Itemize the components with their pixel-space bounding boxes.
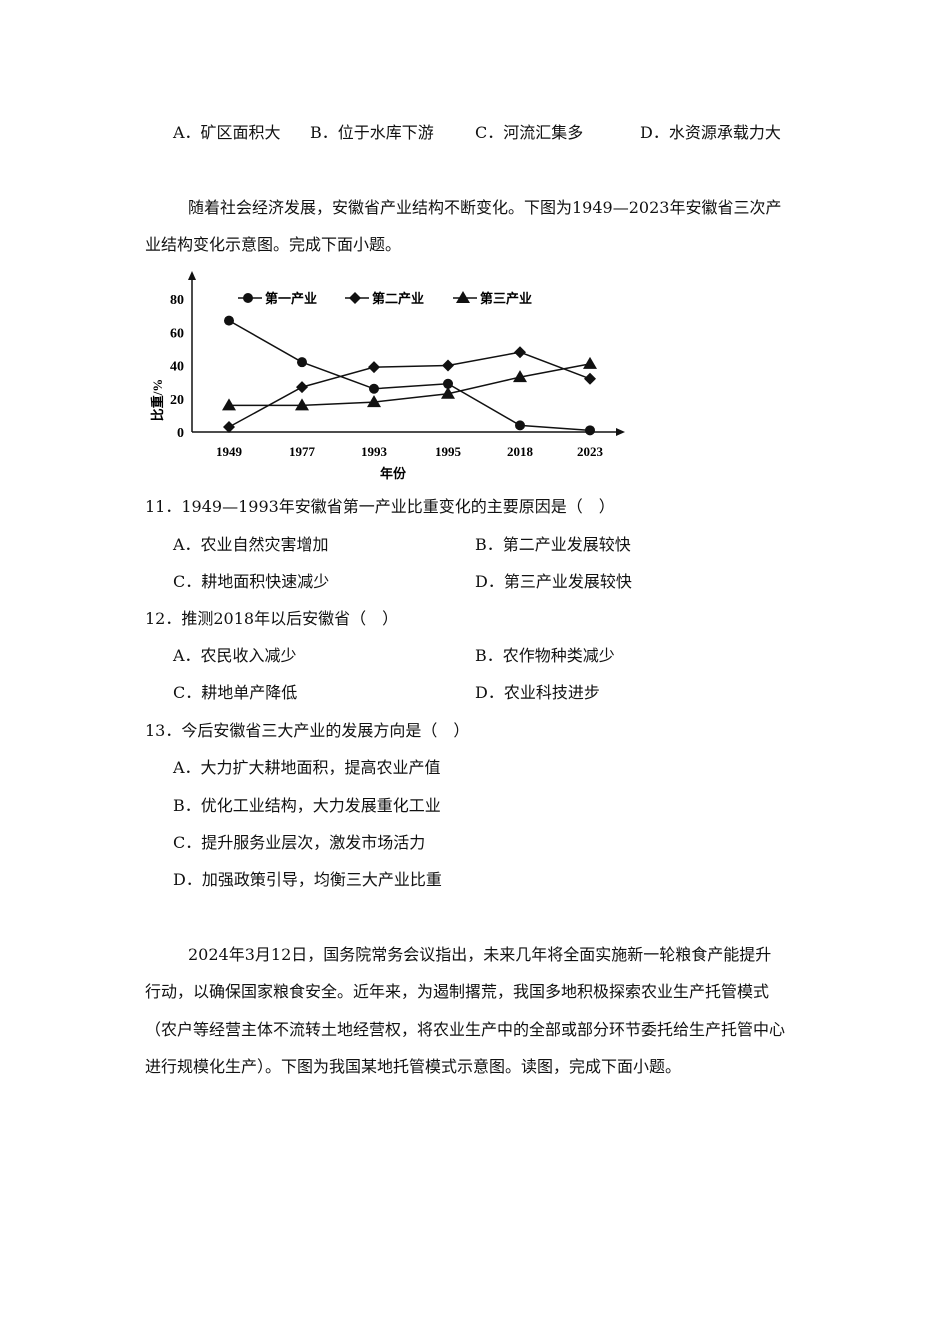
x-tick-label: 2018 xyxy=(507,444,534,459)
data-point-1 xyxy=(585,425,595,436)
x-axis-arrow xyxy=(616,428,625,436)
series-line-1 xyxy=(228,319,591,432)
data-point-3 xyxy=(513,370,527,383)
series-line-3 xyxy=(229,363,591,407)
q12-stem: 12．推测2018年以后安徽省（ ） xyxy=(145,609,399,628)
y-tick-label: 20 xyxy=(170,393,184,408)
q12-option-c: C．耕地单产降低 xyxy=(173,683,298,702)
y-axis-label: 比重/% xyxy=(150,379,165,422)
data-point-2 xyxy=(442,359,454,372)
data-point-2 xyxy=(584,372,596,385)
q12-option-a: A．农民收入减少 xyxy=(173,646,297,665)
q11-stem: 11．1949—1993年安徽省第一产业比重变化的主要原因是（ ） xyxy=(145,497,615,516)
intro2-line: 行动，以确保国家粮食安全。近年来，为遏制撂荒，我国多地积极探索农业生产托管模式 xyxy=(145,982,770,1001)
data-point-1 xyxy=(515,420,525,431)
data-point-2 xyxy=(223,421,235,434)
data-point-2 xyxy=(368,361,380,374)
q13-option-a: A．大力扩大耕地面积，提高农业产值 xyxy=(173,758,441,777)
y-tick-label: 40 xyxy=(170,360,184,375)
q11-option-b: B．第二产业发展较快 xyxy=(475,535,631,554)
intro2-line: （农户等经营主体不流转土地经营权，将农业生产中的全部或部分环节委托给生产托管中心 xyxy=(145,1020,786,1039)
x-tick-label: 1995 xyxy=(435,444,462,459)
q11-option-c: C．耕地面积快速减少 xyxy=(173,572,330,591)
intro1-line: 随着社会经济发展，安徽省产业结构不断变化。下图为1949—2023年安徽省三次产 xyxy=(188,198,782,217)
q10-option-b: B．位于水库下游 xyxy=(310,123,434,142)
q12-option-d: D．农业科技进步 xyxy=(475,683,600,702)
industry-structure-chart: 0 20 40 60 80 1949 1977 1993 1995 2018 2023 第一产业 第二… xyxy=(150,271,625,481)
data-point-3 xyxy=(367,395,381,408)
data-point-2 xyxy=(296,381,308,394)
data-point-3 xyxy=(583,356,597,369)
legend-label: 第一产业 xyxy=(265,291,317,306)
data-point-1 xyxy=(297,357,307,368)
x-tick-label: 1949 xyxy=(216,444,243,459)
x-tick-label: 1993 xyxy=(361,444,388,459)
legend-label: 第二产业 xyxy=(372,291,424,306)
y-tick-label: 60 xyxy=(170,326,184,341)
data-point-1 xyxy=(369,383,379,394)
legend-marker xyxy=(243,293,253,303)
x-tick-label: 1977 xyxy=(289,444,316,459)
data-point-1 xyxy=(224,315,234,326)
q11-option-a: A．农业自然灾害增加 xyxy=(173,535,329,554)
chart-axes: 0 20 40 60 80 1949 1977 1993 1995 2018 2023 xyxy=(170,271,625,459)
legend-marker xyxy=(349,292,361,304)
y-tick-label: 80 xyxy=(170,293,184,308)
legend-label: 第三产业 xyxy=(480,291,532,306)
data-point-3 xyxy=(222,398,236,411)
x-axis-label: 年份 xyxy=(380,466,407,481)
y-axis-arrow xyxy=(188,271,196,280)
chart-marks: 第一产业 第二产业 第三产业 xyxy=(222,291,597,436)
series-line-2 xyxy=(228,351,591,428)
intro2-line: 2024年3月12日，国务院常务会议指出，未来几年将全面实施新一轮粮食产能提升 xyxy=(188,945,772,964)
data-point-3 xyxy=(441,386,455,399)
q10-option-d: D．水资源承载力大 xyxy=(640,123,781,142)
x-tick-label: 2023 xyxy=(577,444,604,459)
data-point-1 xyxy=(443,378,453,389)
q12-option-b: B．农作物种类减少 xyxy=(475,646,615,665)
q13-option-b: B．优化工业结构，大力发展重化工业 xyxy=(173,796,441,815)
intro2-line: 进行规模化生产）。下图为我国某地托管模式示意图。读图，完成下面小题。 xyxy=(145,1057,682,1076)
legend-marker xyxy=(456,291,470,303)
q10-option-c: C．河流汇集多 xyxy=(475,123,584,142)
data-point-2 xyxy=(514,346,526,359)
q11-option-d: D．第三产业发展较快 xyxy=(475,572,632,591)
data-point-3 xyxy=(295,398,309,411)
q10-option-a: A．矿区面积大 xyxy=(173,123,281,142)
y-tick-label: 0 xyxy=(177,426,184,441)
intro1-line: 业结构变化示意图。完成下面小题。 xyxy=(145,235,402,254)
q13-option-d: D．加强政策引导，均衡三大产业比重 xyxy=(173,870,442,889)
q13-stem: 13．今后安徽省三大产业的发展方向是（ ） xyxy=(145,721,470,740)
q13-option-c: C．提升服务业层次，激发市场活力 xyxy=(173,833,426,852)
